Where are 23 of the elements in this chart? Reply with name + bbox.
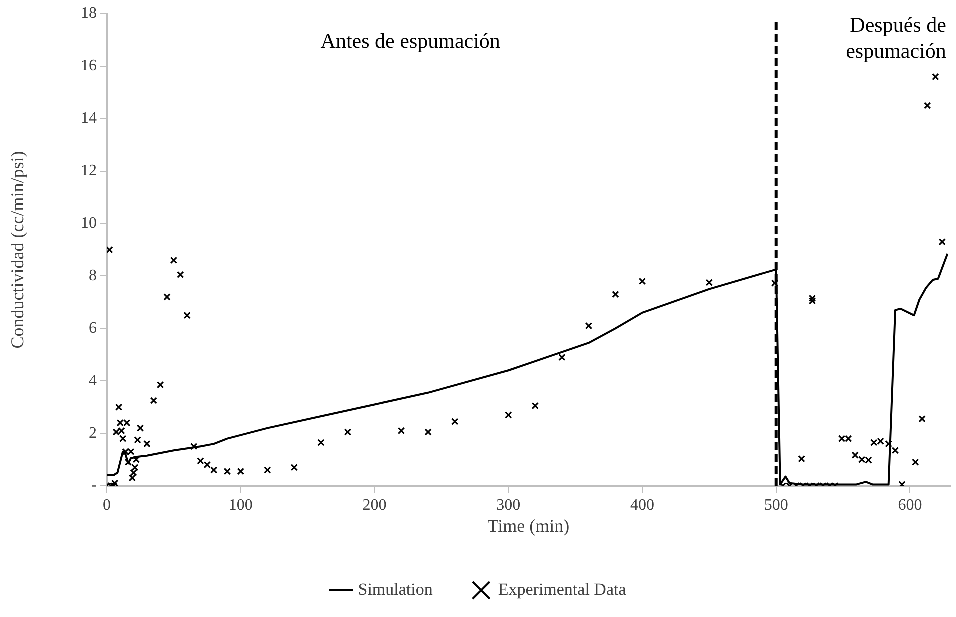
y-tick-label: 4	[89, 372, 97, 390]
legend-label: Experimental Data	[498, 580, 627, 599]
y-tick-label: 18	[81, 5, 97, 22]
x-tick-label: 600	[898, 496, 922, 514]
x-tick-label: 300	[496, 496, 521, 514]
legend-label: Simulation	[358, 580, 434, 599]
y-tick-label: -	[92, 477, 97, 494]
y-tick-label: 14	[81, 110, 97, 128]
x-tick-label: 400	[630, 496, 654, 514]
y-axis-title: Conductividad (cc/min/psi)	[8, 151, 28, 349]
x-tick-label: 200	[362, 496, 387, 514]
y-tick-label: 16	[81, 58, 97, 75]
annotation: Antes de espumación	[320, 29, 501, 54]
y-tick-label: 2	[89, 424, 97, 442]
y-tick-label: 6	[89, 320, 97, 337]
annotation: Después de espumación	[846, 13, 947, 64]
x-tick-label: 500	[764, 496, 788, 514]
x-tick-label: 100	[228, 496, 253, 514]
x-tick-label: 0	[103, 496, 111, 514]
y-tick-label: 8	[89, 267, 97, 284]
y-tick-label: 10	[81, 214, 97, 232]
x-axis-title: Time (min)	[488, 516, 570, 536]
y-tick-label: 12	[81, 162, 97, 180]
